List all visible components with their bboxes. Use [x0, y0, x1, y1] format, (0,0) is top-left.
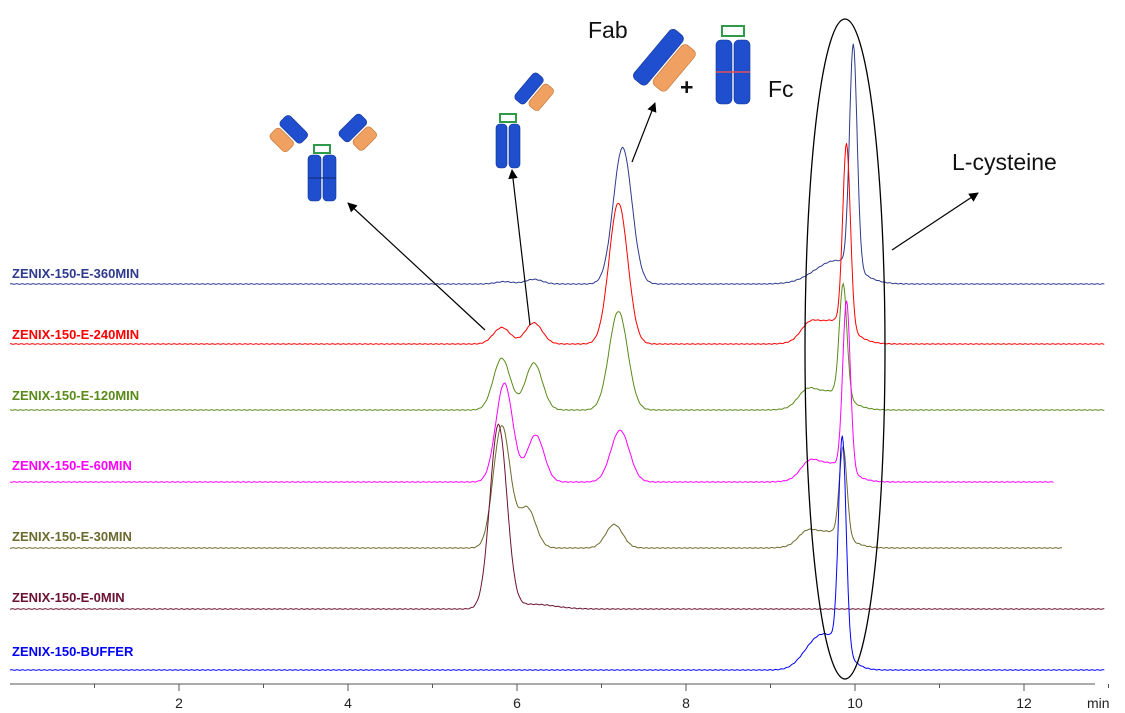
trace-label: ZENIX-150-E-360MIN: [12, 266, 139, 281]
trace-labels: ZENIX-150-E-360MIN ZENIX-150-E-240MIN ZENI…: [12, 266, 139, 659]
trace-lines: [9, 43, 1105, 671]
trace-zenix-150-e-240min: [10, 143, 1105, 345]
x-tick-label: 6: [513, 695, 521, 711]
fc-fragment-icon: [715, 25, 751, 105]
plus-sign: +: [680, 74, 693, 100]
arrow-fab-fc: [631, 102, 657, 163]
fab-label: Fab: [588, 17, 628, 43]
intact-antibody-icon: [269, 113, 377, 202]
fc-label: Fc: [768, 76, 794, 102]
trace-zenix-150-e-60min: [9, 300, 1054, 483]
l-cysteine-label: L-cysteine: [952, 149, 1057, 175]
arrow-intact-igg: [347, 202, 486, 331]
arrow-l-cysteine: [891, 192, 979, 251]
trace-label: ZENIX-150-E-120MIN: [12, 388, 139, 403]
x-axis-ticks: 2 4 6 8 10 12: [94, 684, 1109, 711]
x-tick-label: 2: [175, 695, 183, 711]
trace-zenix-150-e-0min: [9, 423, 1105, 610]
trace-zenix-150-e-120min: [9, 281, 1105, 411]
half-antibody-icon: [495, 72, 554, 169]
x-tick-label: 8: [682, 695, 690, 711]
trace-label: ZENIX-150-E-240MIN: [12, 327, 139, 342]
trace-label: ZENIX-150-E-0MIN: [12, 590, 125, 605]
x-tick-label: 12: [1016, 695, 1032, 711]
fab-fragment-icon: [633, 29, 696, 92]
x-tick-label: 10: [847, 695, 863, 711]
trace-label: ZENIX-150-BUFFER: [12, 644, 134, 659]
trace-zenix-150-e-360min: [9, 43, 1105, 285]
x-axis-unit: min: [1087, 695, 1110, 711]
x-tick-label: 4: [344, 695, 352, 711]
trace-zenix-150-e-30min: [10, 425, 1063, 549]
trace-label: ZENIX-150-E-60MIN: [12, 458, 132, 473]
trace-label: ZENIX-150-E-30MIN: [12, 529, 132, 544]
arrow-half-antibody: [508, 169, 531, 326]
trace-zenix-150-buffer: [9, 435, 1105, 671]
l-cysteine-ellipse: [804, 18, 886, 680]
